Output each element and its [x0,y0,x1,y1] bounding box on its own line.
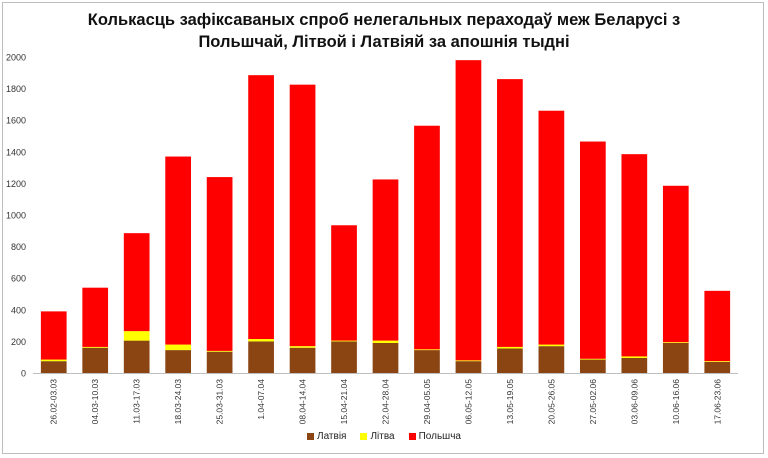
bar-segment-lithuania [165,344,192,351]
legend-swatch-lithuania [360,433,368,440]
bar-segment-latvia [455,361,482,373]
bar-segment-lithuania [579,358,606,360]
bar-segment-lithuania [82,346,109,348]
bar-segment-poland [414,125,440,350]
bar-segment-latvia [289,347,316,373]
bar-segment-latvia [621,357,648,373]
x-tick-label: 06.05-12.05 [463,379,473,425]
bar-segment-lithuania [123,331,150,341]
bar-segment-latvia [40,361,67,373]
bar-segment-latvia [82,347,109,373]
bar-segment-latvia [165,350,192,373]
bar-segment-latvia [497,348,523,373]
x-tick-label: 17.06-23.06 [712,379,722,425]
y-tick-label: 0 [21,369,26,379]
bar-segment-latvia [538,346,565,373]
bar-segment-latvia [414,350,440,373]
y-tick-label: 600 [11,274,26,284]
bar-segment-poland [662,185,689,343]
bar-segment-latvia [704,361,731,373]
bar-segment-lithuania [414,349,440,351]
bar-segment-poland [206,177,233,351]
x-tick-label: 27.05-02.06 [588,379,598,425]
bar-segment-poland [165,156,192,345]
x-tick-label: 25.03-31.03 [215,379,225,425]
legend-item-poland: Польшча [408,431,461,442]
y-tick-label: 1600 [6,116,26,126]
bar-segment-lithuania [704,361,731,362]
bar-segment-latvia [331,341,357,373]
x-tick-label: 26.02-03.03 [49,379,59,425]
bar-segment-latvia [206,351,233,373]
bar-segment-poland [82,287,109,347]
chart-legend: Латвія Літва Польшча [0,431,768,442]
legend-label-poland: Польшча [418,431,461,442]
bar-segment-poland [40,311,67,360]
x-tick-label: 20.05-26.05 [546,379,556,425]
bar-segment-poland [538,110,565,345]
bar-segment-lithuania [331,340,357,342]
chart-title-line-1: Колькасць зафіксаваных спроб нелегальных… [87,11,681,29]
legend-label-latvia: Латвія [317,431,347,442]
bar-segment-latvia [123,340,150,373]
bar-segment-lithuania [40,359,67,362]
bar-segment-poland [621,154,648,357]
x-tick-label: 1.04-07.04 [256,379,266,420]
bar-segment-poland [123,233,150,332]
bar-segment-lithuania [621,356,648,358]
bar-segment-poland [704,290,731,362]
y-tick-label: 400 [11,305,26,315]
x-tick-label: 15.04-21.04 [339,379,349,425]
bar-segment-lithuania [206,350,233,352]
bar-segment-latvia [372,342,399,373]
bar-segment-poland [248,75,274,340]
x-tick-label: 13.05-19.05 [505,379,515,425]
x-tick-label: 10.06-16.06 [671,379,681,425]
x-tick-label: 08.04-14.04 [298,379,308,425]
bar-segment-lithuania [662,342,689,343]
x-tick-label: 22.04-28.04 [381,379,391,425]
y-tick-label: 2000 [6,53,26,63]
bar-segment-lithuania [289,346,316,348]
bar-segment-latvia [248,341,274,373]
bar-segment-lithuania [538,344,565,347]
bar-segment-poland [455,60,482,361]
legend-item-lithuania: Літва [360,431,395,442]
bar-segment-latvia [579,359,606,373]
y-tick-label: 1000 [6,211,26,221]
bar-segment-poland [289,84,316,347]
bar-segment-lithuania [372,340,399,343]
y-tick-label: 1400 [6,147,26,157]
legend-item-latvia: Латвія [307,431,346,442]
bar-segment-poland [497,79,523,347]
bar-segment-poland [579,141,606,359]
chart-title: Колькасць зафіксаваных спроб нелегальных… [0,9,768,53]
x-tick-label: 03.06-09.06 [629,379,639,425]
bar-segment-poland [372,179,399,341]
chart-title-line-2: Польшчай, Літвой і Латвіяй за апошнія ты… [198,33,570,51]
bar-segment-lithuania [455,360,482,362]
x-tick-label: 04.03-10.03 [90,379,100,425]
x-tick-label: 18.03-24.03 [173,379,183,425]
x-tick-label: 29.04-05.05 [422,379,432,425]
legend-label-lithuania: Літва [370,431,395,442]
bar-segment-lithuania [497,346,523,349]
bar-segment-latvia [662,342,689,373]
legend-swatch-poland [408,433,416,440]
legend-swatch-latvia [307,433,315,440]
y-tick-label: 1800 [6,84,26,94]
y-tick-label: 800 [11,242,26,252]
y-tick-label: 200 [11,337,26,347]
x-tick-label: 11.03-17.03 [132,379,142,424]
y-tick-label: 1200 [6,179,26,189]
bar-segment-poland [331,225,357,341]
bar-segment-lithuania [248,339,274,342]
